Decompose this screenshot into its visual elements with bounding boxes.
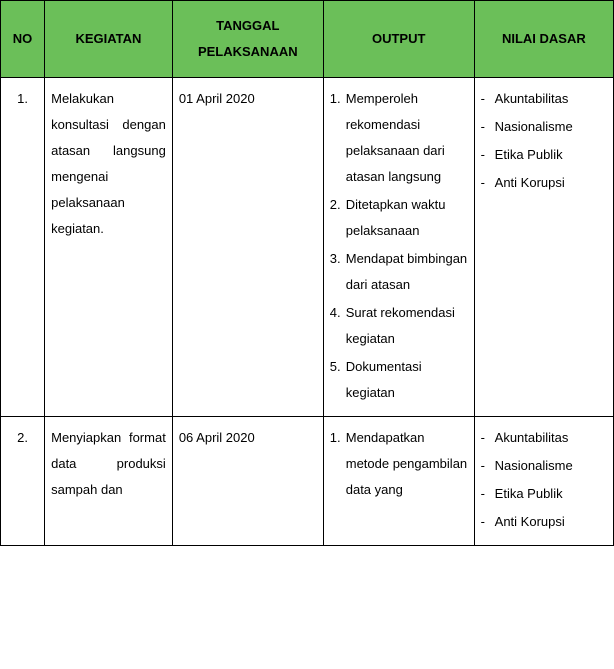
nilai-item: - Anti Korupsi xyxy=(481,509,607,535)
kegiatan-text: Melakukan konsultasi dengan atasan langs… xyxy=(51,86,166,242)
header-nilai: NILAI DASAR xyxy=(474,1,613,78)
nilai-item-dash: - xyxy=(481,509,495,535)
nilai-item: - Anti Korupsi xyxy=(481,170,607,196)
output-item-number: 1. xyxy=(330,86,346,190)
header-no: NO xyxy=(1,1,45,78)
nilai-item: - Nasionalisme xyxy=(481,114,607,140)
nilai-item-text: Anti Korupsi xyxy=(495,170,565,196)
output-item-text: Ditetapkan waktu pelaksanaan xyxy=(346,192,468,244)
output-item-text: Mendapatkan metode pengambilan data yang xyxy=(346,425,468,503)
kegiatan-text: Menyiapkan format data produksi sampah d… xyxy=(51,425,166,503)
nilai-item-dash: - xyxy=(481,170,495,196)
cell-nilai: - Akuntabilitas- Nasionalisme- Etika Pub… xyxy=(474,417,613,546)
nilai-item-dash: - xyxy=(481,453,495,479)
output-item-number: 3. xyxy=(330,246,346,298)
nilai-item-text: Akuntabilitas xyxy=(495,425,569,451)
table-row: 2.Menyiapkan format data produksi sampah… xyxy=(1,417,614,546)
cell-kegiatan: Melakukan konsultasi dengan atasan langs… xyxy=(45,78,173,417)
table-row: 1.Melakukan konsultasi dengan atasan lan… xyxy=(1,78,614,417)
cell-tanggal: 01 April 2020 xyxy=(172,78,323,417)
output-item-number: 4. xyxy=(330,300,346,352)
nilai-item-dash: - xyxy=(481,86,495,112)
output-item-number: 2. xyxy=(330,192,346,244)
nilai-item-dash: - xyxy=(481,114,495,140)
output-list: 1.Mendapatkan metode pengambilan data ya… xyxy=(330,425,468,503)
output-item: 2.Ditetapkan waktu pelaksanaan xyxy=(330,192,468,244)
output-item-text: Memperoleh rekomendasi pelaksanaan dari … xyxy=(346,86,468,190)
nilai-item: - Akuntabilitas xyxy=(481,86,607,112)
output-item-number: 5. xyxy=(330,354,346,406)
cell-output: 1.Mendapatkan metode pengambilan data ya… xyxy=(323,417,474,546)
table-body: 1.Melakukan konsultasi dengan atasan lan… xyxy=(1,78,614,546)
cell-no: 2. xyxy=(1,417,45,546)
cell-kegiatan: Menyiapkan format data produksi sampah d… xyxy=(45,417,173,546)
nilai-item-text: Etika Publik xyxy=(495,481,563,507)
table-header-row: NO KEGIATAN TANGGAL PELAKSANAAN OUTPUT N… xyxy=(1,1,614,78)
header-output: OUTPUT xyxy=(323,1,474,78)
header-kegiatan: KEGIATAN xyxy=(45,1,173,78)
nilai-item-dash: - xyxy=(481,425,495,451)
cell-tanggal: 06 April 2020 xyxy=(172,417,323,546)
output-list: 1.Memperoleh rekomendasi pelaksanaan dar… xyxy=(330,86,468,406)
output-item: 1.Mendapatkan metode pengambilan data ya… xyxy=(330,425,468,503)
nilai-item-text: Anti Korupsi xyxy=(495,509,565,535)
nilai-item-text: Etika Publik xyxy=(495,142,563,168)
nilai-list: - Akuntabilitas- Nasionalisme- Etika Pub… xyxy=(481,425,607,535)
output-item-text: Mendapat bimbingan dari atasan xyxy=(346,246,468,298)
nilai-item-text: Nasionalisme xyxy=(495,114,573,140)
nilai-item-text: Nasionalisme xyxy=(495,453,573,479)
nilai-item-dash: - xyxy=(481,142,495,168)
header-tanggal: TANGGAL PELAKSANAAN xyxy=(172,1,323,78)
output-item-number: 1. xyxy=(330,425,346,503)
nilai-item: - Nasionalisme xyxy=(481,453,607,479)
output-item: 1.Memperoleh rekomendasi pelaksanaan dar… xyxy=(330,86,468,190)
nilai-item: - Etika Publik xyxy=(481,142,607,168)
output-item-text: Surat rekomendasi kegiatan xyxy=(346,300,468,352)
cell-no: 1. xyxy=(1,78,45,417)
nilai-item-text: Akuntabilitas xyxy=(495,86,569,112)
output-item: 3.Mendapat bimbingan dari atasan xyxy=(330,246,468,298)
output-item: 5.Dokumentasi kegiatan xyxy=(330,354,468,406)
cell-nilai: - Akuntabilitas- Nasionalisme- Etika Pub… xyxy=(474,78,613,417)
nilai-item: - Akuntabilitas xyxy=(481,425,607,451)
output-item-text: Dokumentasi kegiatan xyxy=(346,354,468,406)
activity-table: NO KEGIATAN TANGGAL PELAKSANAAN OUTPUT N… xyxy=(0,0,614,546)
nilai-list: - Akuntabilitas- Nasionalisme- Etika Pub… xyxy=(481,86,607,196)
cell-output: 1.Memperoleh rekomendasi pelaksanaan dar… xyxy=(323,78,474,417)
nilai-item-dash: - xyxy=(481,481,495,507)
nilai-item: - Etika Publik xyxy=(481,481,607,507)
output-item: 4.Surat rekomendasi kegiatan xyxy=(330,300,468,352)
